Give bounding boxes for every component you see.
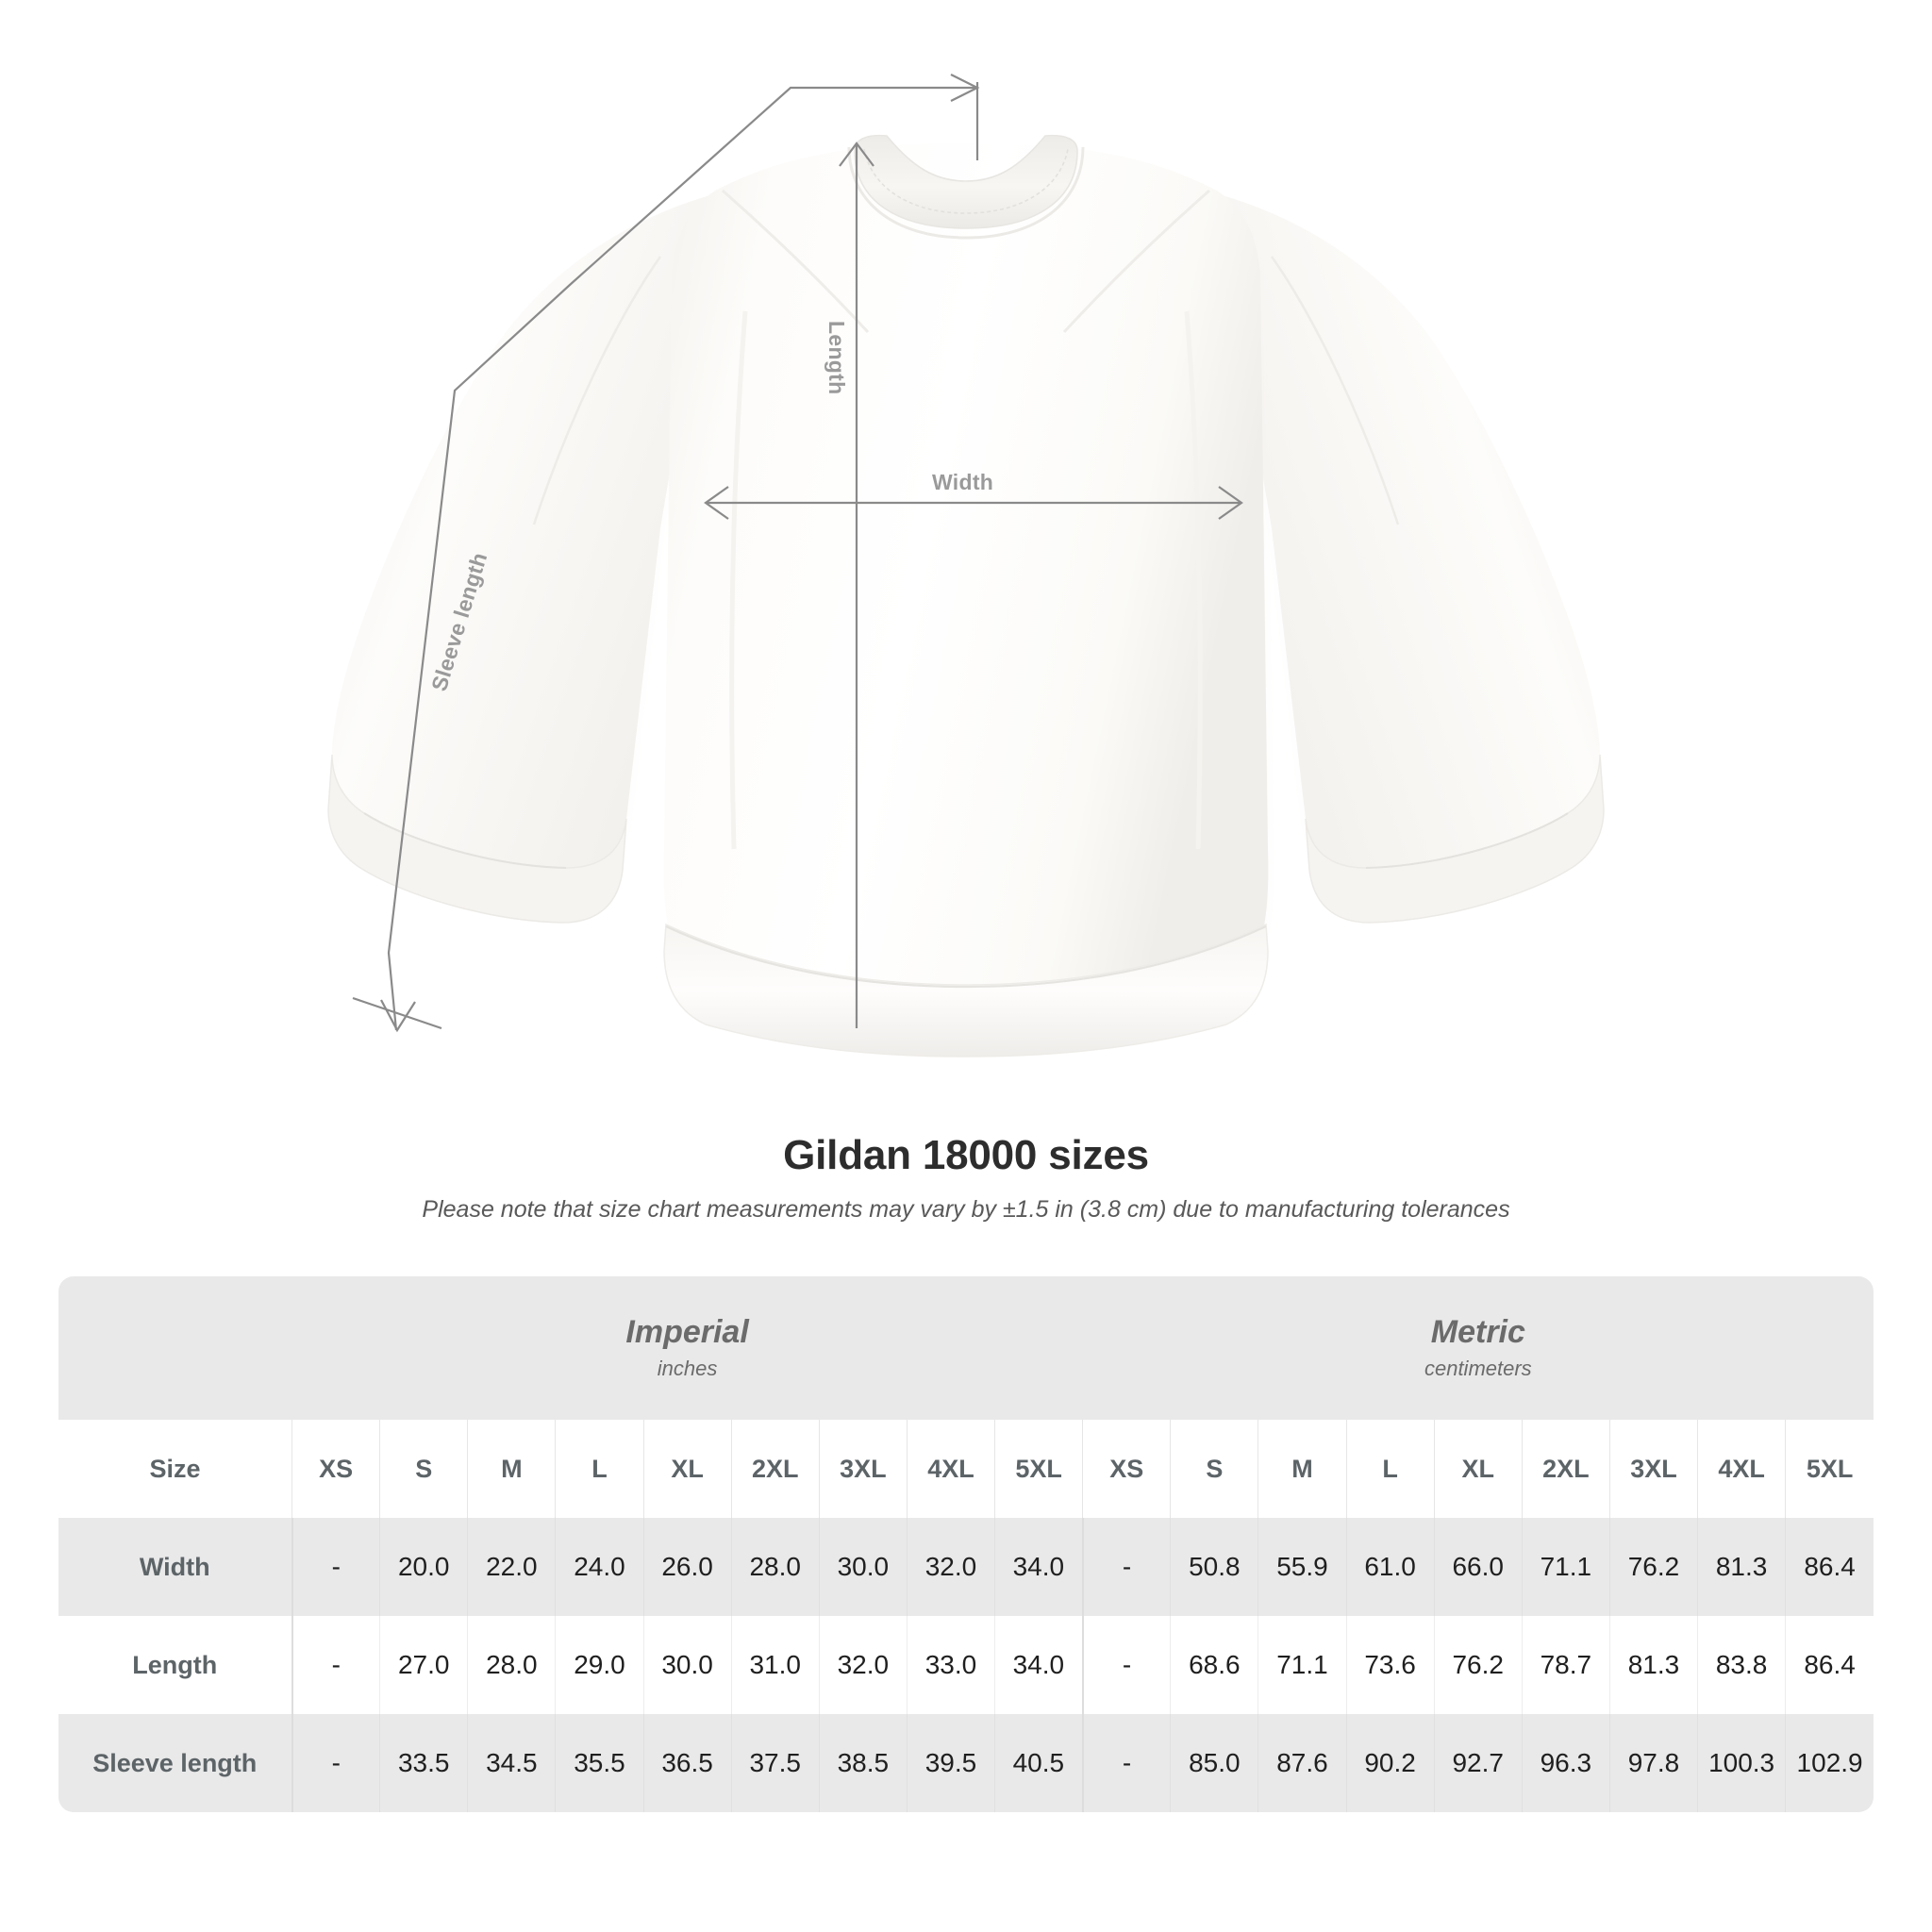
cell-length-metric-4xl: 83.8 bbox=[1697, 1616, 1786, 1714]
cell-width-metric-xs: - bbox=[1081, 1518, 1171, 1616]
cell-sleeve-metric-5xl: 102.9 bbox=[1785, 1714, 1874, 1812]
size-header-metric-s: S bbox=[1170, 1420, 1258, 1518]
cell-width-metric-4xl: 81.3 bbox=[1697, 1518, 1786, 1616]
size-header-metric-4xl: 4XL bbox=[1697, 1420, 1786, 1518]
row-label-width: Width bbox=[58, 1518, 292, 1616]
cell-width-imperial-m: 22.0 bbox=[467, 1518, 556, 1616]
size-chart-table: Imperial inches Metric centimeters Size … bbox=[58, 1276, 1874, 1812]
cell-length-imperial-l: 29.0 bbox=[555, 1616, 644, 1714]
cell-width-imperial-2xl: 28.0 bbox=[730, 1518, 820, 1616]
cell-sleeve-imperial-3xl: 38.5 bbox=[818, 1714, 908, 1812]
garment-measurement-diagram: Length Width Sleeve length bbox=[327, 74, 1605, 1058]
cell-sleeve-imperial-5xl: 40.5 bbox=[994, 1714, 1083, 1812]
cell-length-imperial-5xl: 34.0 bbox=[994, 1616, 1083, 1714]
cell-width-metric-s: 50.8 bbox=[1170, 1518, 1258, 1616]
cell-width-metric-m: 55.9 bbox=[1257, 1518, 1347, 1616]
cell-width-metric-l: 61.0 bbox=[1345, 1518, 1435, 1616]
size-header-label: Size bbox=[58, 1420, 292, 1518]
cell-sleeve-metric-4xl: 100.3 bbox=[1697, 1714, 1786, 1812]
table-row: Sleeve length - 33.5 34.5 35.5 36.5 37.5… bbox=[58, 1714, 1874, 1812]
cell-sleeve-imperial-2xl: 37.5 bbox=[730, 1714, 820, 1812]
cell-width-metric-5xl: 86.4 bbox=[1785, 1518, 1874, 1616]
size-header-metric-m: M bbox=[1257, 1420, 1347, 1518]
size-header-imperial-xs: XS bbox=[291, 1420, 380, 1518]
unit-banner-row: Imperial inches Metric centimeters bbox=[58, 1276, 1874, 1420]
size-header-metric-3xl: 3XL bbox=[1608, 1420, 1698, 1518]
cell-length-metric-5xl: 86.4 bbox=[1785, 1616, 1874, 1714]
cell-width-imperial-3xl: 30.0 bbox=[818, 1518, 908, 1616]
size-header-imperial-5xl: 5XL bbox=[994, 1420, 1083, 1518]
cell-length-metric-l: 73.6 bbox=[1345, 1616, 1435, 1714]
cell-length-metric-s: 68.6 bbox=[1170, 1616, 1258, 1714]
size-header-metric-2xl: 2XL bbox=[1521, 1420, 1610, 1518]
cell-length-metric-m: 71.1 bbox=[1257, 1616, 1347, 1714]
cell-sleeve-imperial-s: 33.5 bbox=[379, 1714, 468, 1812]
title-block: Gildan 18000 sizes Please note that size… bbox=[0, 1132, 1932, 1224]
cell-length-imperial-s: 27.0 bbox=[379, 1616, 468, 1714]
size-header-metric-l: L bbox=[1345, 1420, 1435, 1518]
size-header-metric-xs: XS bbox=[1082, 1420, 1171, 1518]
cell-sleeve-metric-3xl: 97.8 bbox=[1608, 1714, 1698, 1812]
size-header-imperial-l: L bbox=[555, 1420, 644, 1518]
cell-sleeve-metric-l: 90.2 bbox=[1345, 1714, 1435, 1812]
unit-group-imperial-sub: inches bbox=[657, 1357, 718, 1381]
cell-length-imperial-xl: 30.0 bbox=[642, 1616, 732, 1714]
size-header-imperial-s: S bbox=[379, 1420, 468, 1518]
cell-length-metric-2xl: 78.7 bbox=[1521, 1616, 1610, 1714]
page-title: Gildan 18000 sizes bbox=[783, 1132, 1149, 1178]
cell-sleeve-metric-m: 87.6 bbox=[1257, 1714, 1347, 1812]
size-header-imperial-3xl: 3XL bbox=[818, 1420, 908, 1518]
cell-sleeve-metric-s: 85.0 bbox=[1170, 1714, 1258, 1812]
cell-width-metric-2xl: 71.1 bbox=[1521, 1518, 1610, 1616]
garment-illustration bbox=[327, 74, 1605, 1058]
width-dimension-label: Width bbox=[932, 470, 994, 494]
size-header-imperial-2xl: 2XL bbox=[730, 1420, 820, 1518]
cell-width-metric-3xl: 76.2 bbox=[1608, 1518, 1698, 1616]
tolerance-note: Please note that size chart measurements… bbox=[422, 1196, 1510, 1223]
size-header-row: Size XS S M L XL 2XL 3XL 4XL 5XL XS S M … bbox=[58, 1420, 1874, 1518]
size-header-imperial-4xl: 4XL bbox=[906, 1420, 995, 1518]
cell-length-metric-3xl: 81.3 bbox=[1608, 1616, 1698, 1714]
size-chart-table-container: Imperial inches Metric centimeters Size … bbox=[58, 1276, 1874, 1812]
unit-group-metric: Metric centimeters bbox=[1082, 1276, 1874, 1420]
length-dimension-label: Length bbox=[824, 321, 849, 395]
cell-sleeve-imperial-l: 35.5 bbox=[555, 1714, 644, 1812]
cell-length-imperial-4xl: 33.0 bbox=[906, 1616, 995, 1714]
cell-length-metric-xs: - bbox=[1081, 1616, 1171, 1714]
cell-sleeve-metric-2xl: 96.3 bbox=[1521, 1714, 1610, 1812]
size-header-imperial-m: M bbox=[467, 1420, 556, 1518]
unit-group-metric-sub: centimeters bbox=[1424, 1357, 1532, 1381]
cell-length-metric-xl: 76.2 bbox=[1433, 1616, 1523, 1714]
cell-width-imperial-xs: - bbox=[291, 1518, 380, 1616]
cell-width-metric-xl: 66.0 bbox=[1433, 1518, 1523, 1616]
size-header-metric-5xl: 5XL bbox=[1785, 1420, 1874, 1518]
cell-width-imperial-xl: 26.0 bbox=[642, 1518, 732, 1616]
cell-width-imperial-5xl: 34.0 bbox=[994, 1518, 1083, 1616]
cell-sleeve-imperial-xl: 36.5 bbox=[642, 1714, 732, 1812]
table-row: Length - 27.0 28.0 29.0 30.0 31.0 32.0 3… bbox=[58, 1616, 1874, 1714]
cell-sleeve-metric-xl: 92.7 bbox=[1433, 1714, 1523, 1812]
cell-width-imperial-s: 20.0 bbox=[379, 1518, 468, 1616]
cell-width-imperial-4xl: 32.0 bbox=[906, 1518, 995, 1616]
cell-sleeve-imperial-4xl: 39.5 bbox=[906, 1714, 995, 1812]
cell-length-imperial-m: 28.0 bbox=[467, 1616, 556, 1714]
cell-length-imperial-3xl: 32.0 bbox=[818, 1616, 908, 1714]
unit-group-metric-name: Metric bbox=[1430, 1313, 1525, 1350]
size-header-metric-xl: XL bbox=[1433, 1420, 1523, 1518]
unit-spacer-cell bbox=[58, 1276, 292, 1420]
cell-length-imperial-xs: - bbox=[291, 1616, 380, 1714]
size-header-imperial-xl: XL bbox=[642, 1420, 732, 1518]
cell-length-imperial-2xl: 31.0 bbox=[730, 1616, 820, 1714]
unit-group-imperial-name: Imperial bbox=[625, 1313, 749, 1350]
cell-width-imperial-l: 24.0 bbox=[555, 1518, 644, 1616]
cell-sleeve-metric-xs: - bbox=[1081, 1714, 1171, 1812]
row-label-sleeve-length: Sleeve length bbox=[58, 1714, 292, 1812]
table-row: Width - 20.0 22.0 24.0 26.0 28.0 30.0 32… bbox=[58, 1518, 1874, 1616]
unit-group-imperial: Imperial inches bbox=[291, 1276, 1083, 1420]
cell-sleeve-imperial-m: 34.5 bbox=[467, 1714, 556, 1812]
cell-sleeve-imperial-xs: - bbox=[291, 1714, 380, 1812]
row-label-length: Length bbox=[58, 1616, 292, 1714]
